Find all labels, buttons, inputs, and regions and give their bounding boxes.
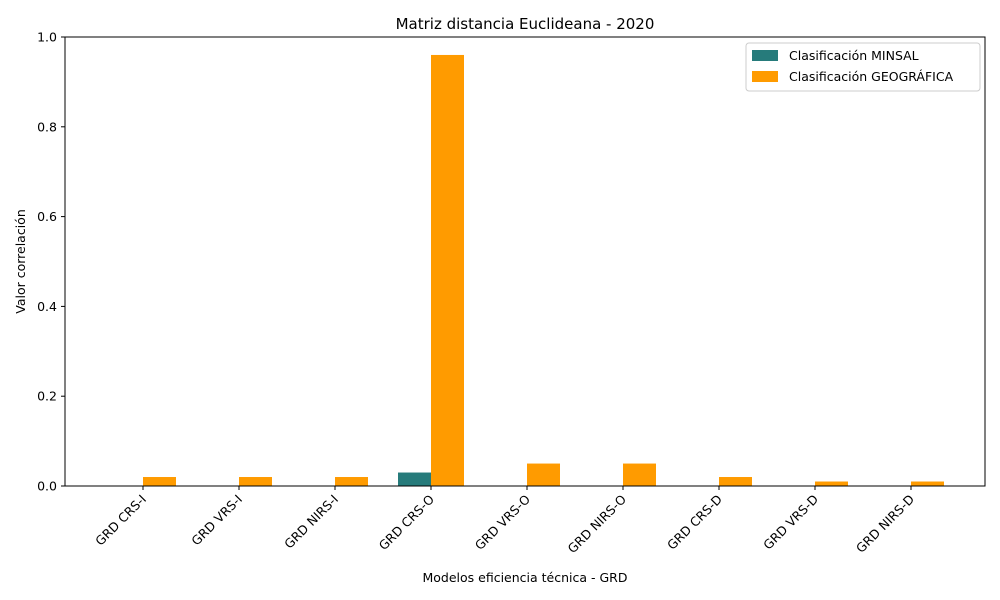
legend-label: Clasificación GEOGRÁFICA: [789, 69, 954, 84]
legend: Clasificación MINSAL Clasificación GEOGRÁ…: [745, 42, 981, 92]
x-tick-label: GRD CRS-I: [92, 492, 149, 549]
y-tick-label: 0.2: [37, 389, 57, 404]
legend-box: [745, 42, 981, 92]
y-axis-ticks: 0.0 0.2 0.4 0.6 0.8 1.0: [37, 30, 65, 494]
x-tick-label: GRD NIRS-D: [853, 492, 917, 556]
bar-geografica-2: [335, 477, 368, 486]
bars-group: [143, 54, 944, 487]
legend-swatch: [752, 50, 778, 61]
chart-title: Matriz distancia Euclideana - 2020: [396, 15, 655, 33]
y-axis-label: Valor correlación: [13, 209, 28, 314]
x-tick-label: GRD CRS-D: [664, 492, 725, 553]
x-tick-label: GRD VRS-D: [760, 492, 821, 553]
legend-swatch: [752, 71, 778, 82]
bar-geografica-5: [623, 463, 656, 486]
bar-geografica-3: [431, 54, 464, 487]
bar-geografica-8: [911, 481, 944, 486]
bar-geografica-7: [815, 481, 848, 486]
legend-label: Clasificación MINSAL: [789, 48, 919, 63]
y-tick-label: 0.4: [37, 299, 57, 314]
bar-geografica-1: [239, 477, 272, 486]
bar-geografica-4: [527, 463, 560, 486]
x-tick-label: GRD NIRS-O: [565, 491, 630, 556]
bar-geografica-6: [719, 477, 752, 486]
y-tick-label: 0.6: [37, 209, 57, 224]
x-tick-label: GRD VRS-O: [472, 491, 534, 553]
x-axis-label: Modelos eficiencia técnica - GRD: [422, 570, 627, 585]
x-tick-label: GRD VRS-I: [188, 492, 245, 549]
plot-frame: [64, 36, 986, 487]
bar-geografica-0: [143, 477, 176, 486]
x-axis-ticks: GRD CRS-I GRD VRS-I GRD NIRS-I GRD CRS-O GRD…: [92, 486, 917, 556]
bar-minsal-3: [398, 472, 431, 486]
y-tick-label: 0.8: [37, 119, 57, 134]
y-tick-label: 1.0: [37, 30, 57, 45]
x-tick-label: GRD CRS-O: [376, 491, 438, 553]
x-tick-label: GRD NIRS-I: [281, 492, 341, 552]
y-tick-label: 0.0: [37, 479, 57, 494]
